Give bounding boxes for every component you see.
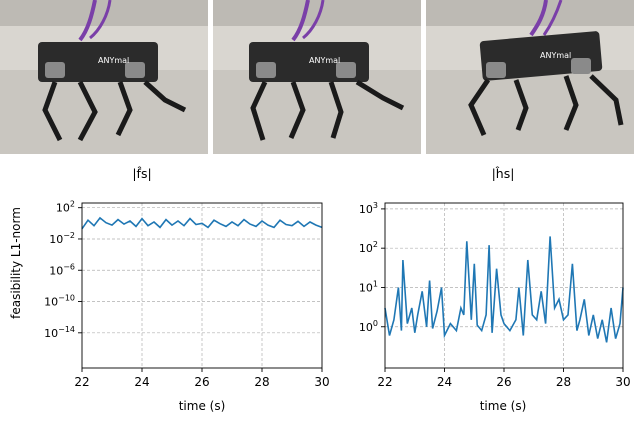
x-tick-label: 24 <box>437 375 452 389</box>
y-tick-label: 102 <box>56 200 75 215</box>
robot-photo-1: ANYmal <box>0 0 208 154</box>
x-tick-label: 26 <box>194 375 209 389</box>
chart-left-y-axis-label: feasibility L1-norm <box>9 207 23 319</box>
x-tick-label: 22 <box>377 375 392 389</box>
chart-right-title: |ĥs| <box>492 166 515 181</box>
x-tick-label: 24 <box>134 375 149 389</box>
robot-frame-2: ANYmal <box>213 0 421 154</box>
charts-area: |f̂s| feasibility L1-norm time (s) 102 10… <box>9 166 631 413</box>
chart-right-series-line <box>384 236 624 343</box>
x-tick-label: 22 <box>74 375 89 389</box>
photo-strip: ANYmal ANYmal <box>0 0 634 154</box>
x-tick-label: 28 <box>254 375 269 389</box>
chart-left: |f̂s| feasibility L1-norm time (s) 102 10… <box>9 166 330 413</box>
chart-left-title: |f̂s| <box>132 166 151 181</box>
y-tick-label: 100 <box>359 319 378 334</box>
robot-logo-3: ANYmal <box>540 51 571 60</box>
chart-right: |ĥs| time (s) 103 102 101 100 22 24 26 28 30 <box>359 166 631 413</box>
y-tick-label: 10−2 <box>49 231 75 246</box>
chart-left-series-line <box>81 216 323 230</box>
robot-frame-3: ANYmal <box>426 0 634 154</box>
robot-photo-2: ANYmal <box>213 0 421 154</box>
x-tick-label: 26 <box>496 375 511 389</box>
chart-right-x-axis-label: time (s) <box>480 399 527 413</box>
y-tick-label: 10−10 <box>44 294 75 309</box>
y-tick-label: 102 <box>359 240 378 255</box>
x-tick-label: 28 <box>556 375 571 389</box>
y-tick-label: 101 <box>359 279 378 294</box>
chart-right-plot-frame <box>384 202 624 369</box>
y-tick-label: 10−6 <box>49 262 75 277</box>
chart-left-plot-frame <box>81 202 323 369</box>
x-tick-label: 30 <box>314 375 329 389</box>
chart-left-x-axis-label: time (s) <box>179 399 226 413</box>
y-tick-label: 103 <box>359 201 378 216</box>
robot-frame-1: ANYmal <box>0 0 208 154</box>
robot-photo-3: ANYmal <box>426 0 634 154</box>
x-tick-label: 30 <box>615 375 630 389</box>
robot-logo-1: ANYmal <box>98 56 129 65</box>
y-tick-label: 10−14 <box>44 325 75 340</box>
robot-logo-2: ANYmal <box>309 56 340 65</box>
